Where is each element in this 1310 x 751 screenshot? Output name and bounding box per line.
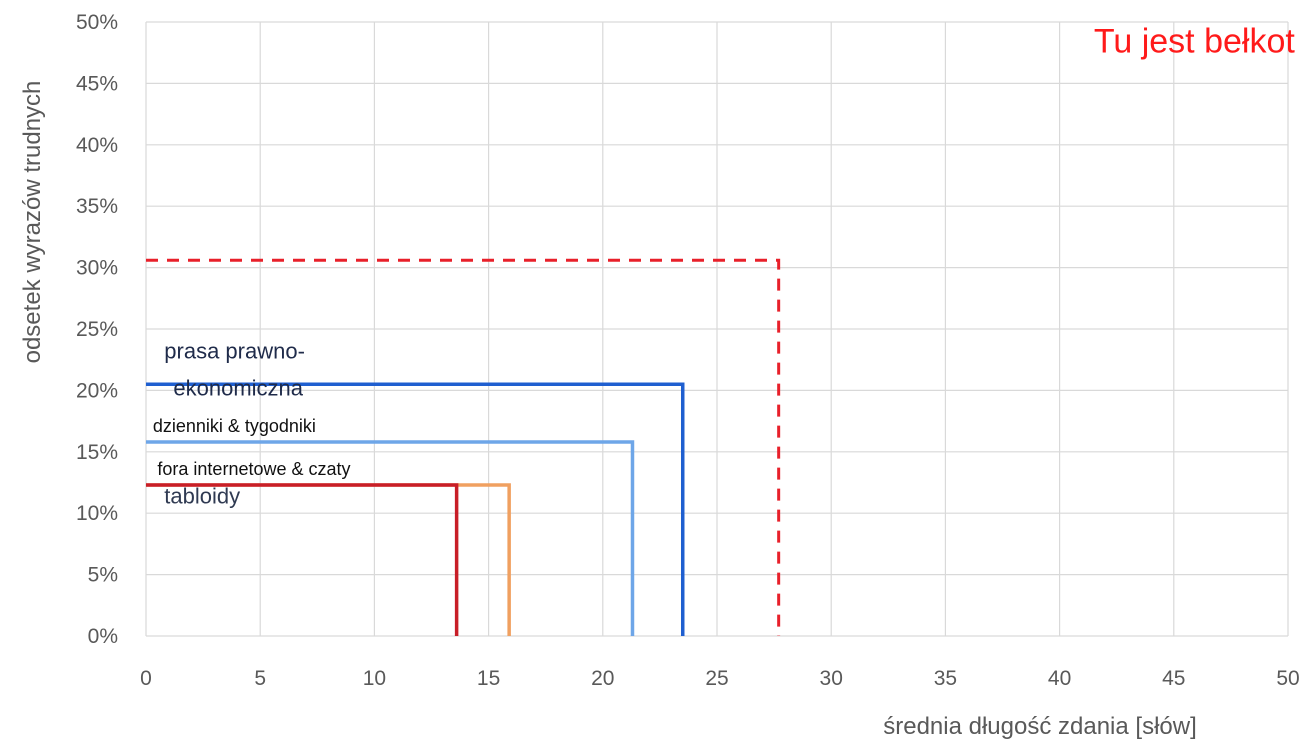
annotations: prasa prawno-ekonomiczna dzienniki & tygo… xyxy=(153,23,1296,509)
x-tick-label: 25 xyxy=(705,667,728,690)
series-lines xyxy=(146,258,781,636)
y-tick-label: 5% xyxy=(88,564,118,587)
y-tick-label: 15% xyxy=(76,441,118,464)
x-tick-label: 5 xyxy=(254,667,266,690)
y-tick-label: 25% xyxy=(76,318,118,341)
y-tick-label: 45% xyxy=(76,72,118,95)
annotation-label: tabloidy xyxy=(164,483,240,508)
x-tick-label: 50 xyxy=(1276,667,1299,690)
y-tick-label: 20% xyxy=(76,379,118,402)
annotation-label: dzienniki & tygodniki xyxy=(153,416,316,436)
x-tick-label: 35 xyxy=(934,667,957,690)
series-line xyxy=(146,382,685,636)
x-tick-label: 45 xyxy=(1162,667,1185,690)
annotation-label: prasa prawno- xyxy=(164,338,305,363)
series-line xyxy=(146,440,635,636)
y-tick-label: 30% xyxy=(76,257,118,280)
x-tick-label: 10 xyxy=(363,667,386,690)
gridlines xyxy=(145,21,1289,637)
y-tick-label: 0% xyxy=(88,625,118,648)
x-tick-label: 20 xyxy=(591,667,614,690)
x-tick-label: 40 xyxy=(1048,667,1071,690)
y-tick-label: 35% xyxy=(76,195,118,218)
y-tick-label: 10% xyxy=(76,502,118,525)
x-tick-label: 0 xyxy=(140,667,152,690)
x-tick-label: 15 xyxy=(477,667,500,690)
y-tick-label: 50% xyxy=(76,11,118,34)
y-tick-label: 40% xyxy=(76,134,118,157)
y-tick-labels: 0% 5% 10% 15% 20% 25% 30% 35% 40% 45% 50% xyxy=(76,11,118,648)
annotation-label: fora internetowe & czaty xyxy=(157,459,350,479)
series-line xyxy=(146,258,781,636)
y-axis-title: odsetek wyrazów trudnych xyxy=(19,81,46,364)
annotation-label: Tu jest bełkot xyxy=(1094,23,1295,61)
series-line xyxy=(146,483,459,636)
x-tick-label: 30 xyxy=(820,667,843,690)
x-tick-labels: 0 5 10 15 20 25 30 35 40 45 50 xyxy=(140,667,1300,690)
x-axis-title: średnia długość zdania [słów] xyxy=(883,713,1197,740)
annotation-label: ekonomiczna xyxy=(173,375,303,400)
